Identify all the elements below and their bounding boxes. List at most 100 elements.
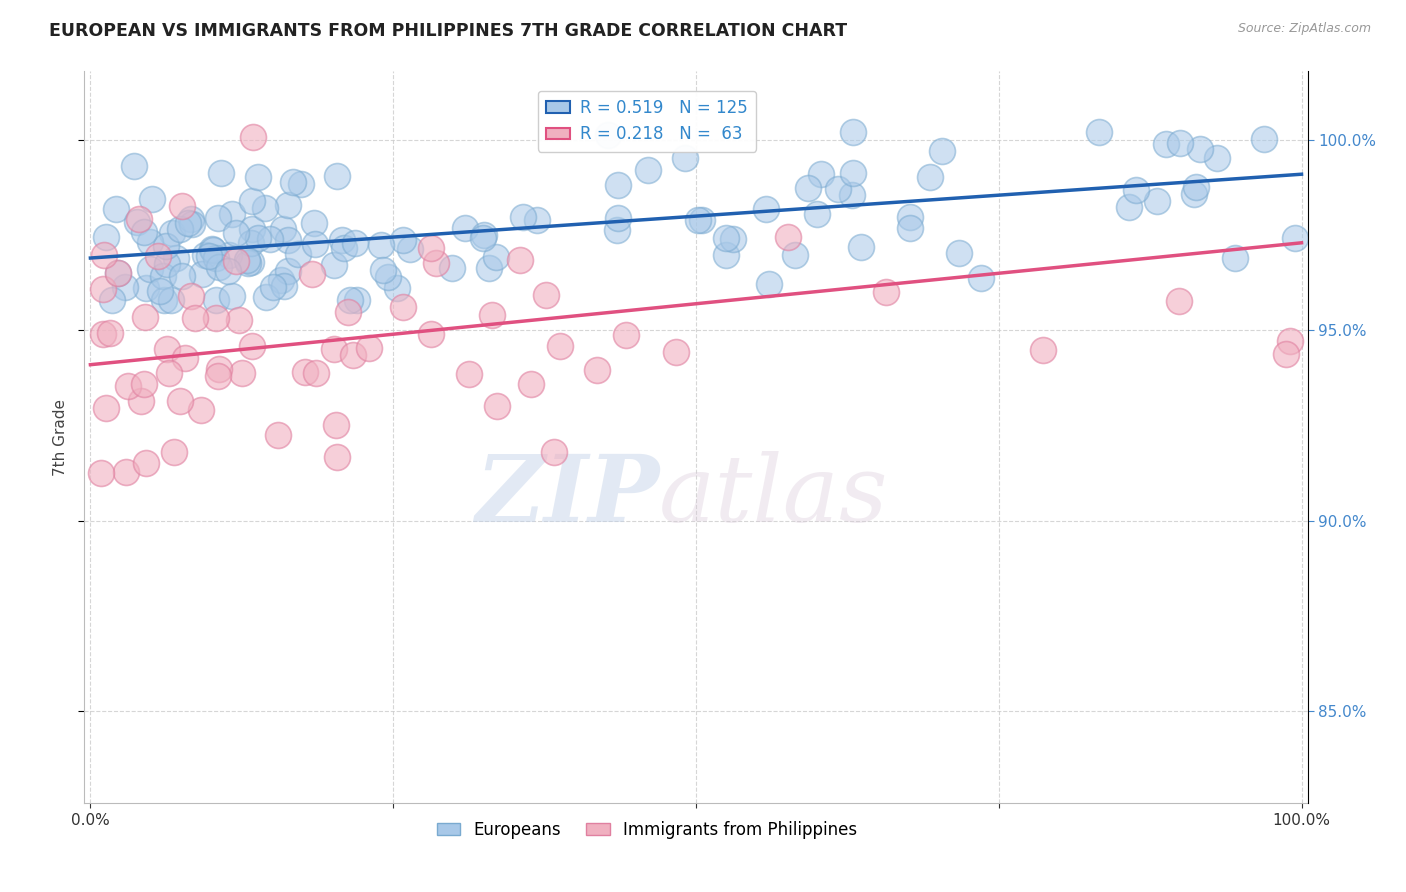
Point (637, 163, 659, 178)
Point (454, 221, 477, 235)
Point (273, 279, 295, 293)
Point (225, 226, 247, 240)
Point (135, 456, 157, 470)
Point (323, 343, 346, 357)
Point (221, 207, 243, 221)
Point (221, 289, 243, 303)
Point (91, 281, 114, 295)
Point (478, 260, 501, 275)
Point (776, 230, 799, 244)
Point (841, 188, 863, 202)
Point (240, 339, 263, 353)
Point (156, 342, 179, 356)
Point (1168, 293, 1191, 308)
Text: atlas: atlas (659, 450, 889, 541)
Point (228, 312, 250, 326)
Point (797, 181, 820, 195)
Point (180, 289, 202, 303)
Y-axis label: 7th Grade: 7th Grade (52, 399, 67, 475)
Point (485, 250, 508, 264)
Point (134, 225, 156, 239)
Point (162, 445, 184, 459)
Point (1253, 132, 1275, 146)
Point (207, 211, 229, 225)
Point (174, 351, 197, 365)
Point (128, 212, 150, 227)
Point (370, 238, 392, 252)
Point (810, 167, 832, 181)
Point (236, 253, 259, 268)
Point (170, 269, 193, 284)
Point (190, 403, 212, 417)
Point (236, 256, 259, 270)
Point (180, 217, 202, 231)
Point (1284, 231, 1306, 245)
Point (441, 261, 464, 276)
Point (665, 344, 688, 359)
Point (169, 394, 191, 409)
Point (1223, 251, 1246, 265)
Point (714, 231, 737, 245)
Point (294, 365, 316, 379)
Point (155, 239, 177, 253)
Point (239, 254, 262, 268)
Point (207, 260, 229, 275)
Point (323, 258, 346, 272)
Text: ZIP: ZIP (475, 450, 659, 541)
Point (1275, 346, 1298, 360)
Point (270, 272, 292, 286)
Point (827, 181, 849, 195)
Point (399, 243, 422, 257)
Point (271, 222, 294, 236)
Point (385, 280, 408, 294)
Point (330, 233, 353, 247)
Point (457, 368, 479, 382)
Point (326, 169, 349, 183)
Point (690, 213, 713, 227)
Point (485, 399, 508, 413)
Point (377, 270, 399, 285)
Point (184, 310, 207, 325)
Point (616, 328, 638, 343)
Point (205, 293, 228, 307)
Point (304, 366, 326, 380)
Point (209, 166, 232, 180)
Point (141, 192, 163, 206)
Point (239, 236, 262, 251)
Point (481, 308, 503, 322)
Point (266, 428, 288, 442)
Point (548, 339, 571, 353)
Point (254, 201, 277, 215)
Point (139, 262, 162, 277)
Point (217, 264, 239, 278)
Point (197, 249, 219, 263)
Point (337, 305, 360, 319)
Point (304, 237, 326, 252)
Point (101, 293, 124, 307)
Point (755, 202, 778, 216)
Point (277, 197, 299, 211)
Point (263, 280, 285, 294)
Point (156, 257, 179, 271)
Point (607, 211, 630, 225)
Point (543, 445, 565, 459)
Point (425, 255, 447, 269)
Point (1279, 334, 1302, 348)
Point (259, 231, 281, 245)
Point (420, 327, 443, 342)
Point (114, 279, 136, 293)
Point (371, 263, 394, 277)
Point (277, 233, 299, 247)
Point (169, 222, 191, 236)
Point (758, 277, 780, 291)
Point (970, 270, 993, 285)
Point (302, 216, 325, 230)
Point (342, 348, 364, 362)
Point (344, 235, 367, 250)
Point (851, 240, 873, 254)
Point (806, 207, 828, 221)
Point (122, 160, 145, 174)
Point (301, 268, 323, 282)
Point (135, 281, 157, 295)
Point (325, 450, 347, 464)
